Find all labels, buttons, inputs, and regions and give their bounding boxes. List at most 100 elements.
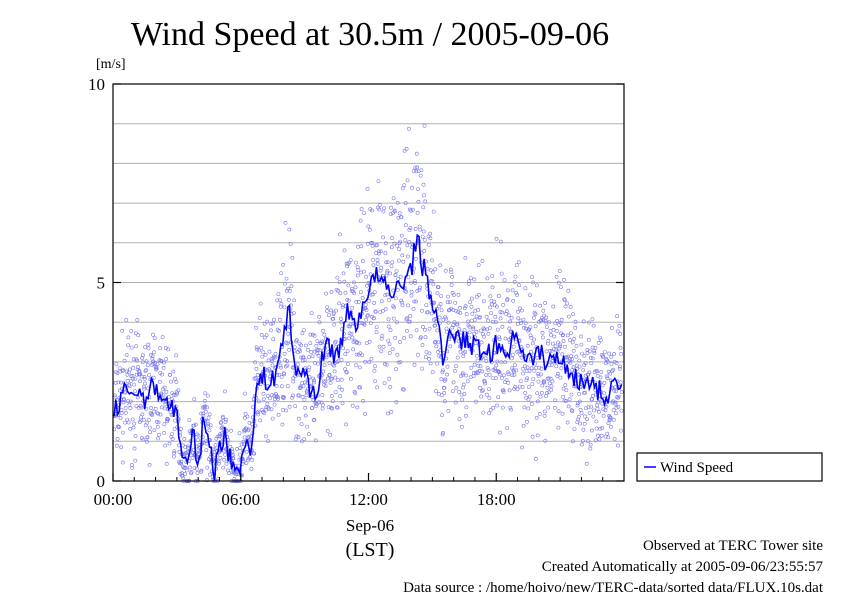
data-point xyxy=(595,369,600,374)
data-point xyxy=(421,205,426,210)
data-point xyxy=(484,392,489,397)
data-point xyxy=(406,303,411,308)
data-point xyxy=(591,414,596,419)
data-point xyxy=(308,332,313,337)
data-point xyxy=(409,280,414,285)
data-point xyxy=(320,403,325,407)
data-point xyxy=(479,394,484,399)
data-point xyxy=(509,356,514,361)
data-point xyxy=(270,393,275,397)
data-point xyxy=(394,320,399,325)
data-point xyxy=(487,396,492,400)
data-point xyxy=(254,366,259,371)
data-point xyxy=(499,360,504,365)
data-point xyxy=(354,299,359,304)
data-point xyxy=(135,395,140,400)
data-point xyxy=(261,397,266,402)
data-point xyxy=(328,432,333,437)
data-point xyxy=(116,380,121,385)
data-point xyxy=(567,397,572,402)
data-point xyxy=(253,375,258,380)
data-point xyxy=(146,342,151,347)
data-point xyxy=(128,406,133,410)
data-point xyxy=(584,406,588,411)
data-point xyxy=(299,355,304,360)
data-point xyxy=(563,304,568,309)
data-point xyxy=(599,370,604,374)
data-point xyxy=(294,338,299,342)
data-point xyxy=(408,334,413,339)
data-point xyxy=(336,359,341,364)
data-point xyxy=(574,344,579,348)
data-point xyxy=(476,363,481,368)
data-point xyxy=(619,428,623,433)
data-point xyxy=(380,334,385,338)
data-point xyxy=(523,321,528,326)
data-point xyxy=(208,472,213,477)
data-point xyxy=(443,268,448,273)
data-point xyxy=(293,404,298,409)
data-point xyxy=(340,401,345,406)
data-point xyxy=(485,276,490,281)
data-point xyxy=(303,413,308,418)
data-point xyxy=(367,227,372,232)
data-point xyxy=(387,342,392,347)
data-point xyxy=(389,245,394,250)
data-point xyxy=(389,205,393,210)
data-point xyxy=(536,372,541,376)
data-point xyxy=(488,305,493,310)
data-point xyxy=(370,292,375,297)
data-point xyxy=(319,341,324,346)
data-point xyxy=(588,355,593,360)
data-point xyxy=(592,349,597,354)
data-point xyxy=(528,293,532,298)
data-point xyxy=(357,341,362,346)
data-point xyxy=(430,370,435,375)
data-point xyxy=(552,405,557,410)
data-point xyxy=(164,461,169,466)
data-point xyxy=(535,391,540,396)
data-point xyxy=(535,433,540,438)
data-point xyxy=(395,352,400,357)
data-point xyxy=(172,376,177,381)
data-point xyxy=(158,346,163,351)
data-point xyxy=(322,332,327,337)
data-point xyxy=(122,358,127,363)
data-point xyxy=(367,339,372,344)
data-point xyxy=(413,226,418,231)
data-point xyxy=(150,332,155,337)
data-point xyxy=(140,356,145,360)
data-point xyxy=(286,297,291,302)
data-point xyxy=(463,413,468,418)
data-point xyxy=(536,373,541,378)
data-point xyxy=(556,340,561,345)
grid-lines xyxy=(113,123,624,442)
data-point xyxy=(337,232,342,237)
data-point xyxy=(161,365,166,370)
data-point xyxy=(448,267,453,272)
data-point xyxy=(395,200,400,205)
data-point xyxy=(348,376,353,381)
data-point xyxy=(309,383,314,388)
data-point xyxy=(607,418,612,423)
data-point xyxy=(472,362,477,367)
data-point xyxy=(333,340,338,345)
data-point xyxy=(505,426,510,431)
data-point xyxy=(388,328,393,333)
data-point xyxy=(255,347,260,352)
data-point xyxy=(616,404,621,409)
data-point xyxy=(464,312,469,317)
data-point xyxy=(577,364,582,369)
data-point xyxy=(551,327,556,332)
data-point xyxy=(150,354,155,359)
data-point xyxy=(571,348,576,353)
data-point xyxy=(524,395,529,400)
data-point xyxy=(546,338,551,343)
data-point xyxy=(361,321,366,326)
data-point xyxy=(223,420,228,424)
data-point xyxy=(513,384,518,389)
data-point xyxy=(570,357,574,362)
data-point xyxy=(598,375,603,380)
data-point xyxy=(224,417,229,422)
data-point xyxy=(223,452,228,457)
